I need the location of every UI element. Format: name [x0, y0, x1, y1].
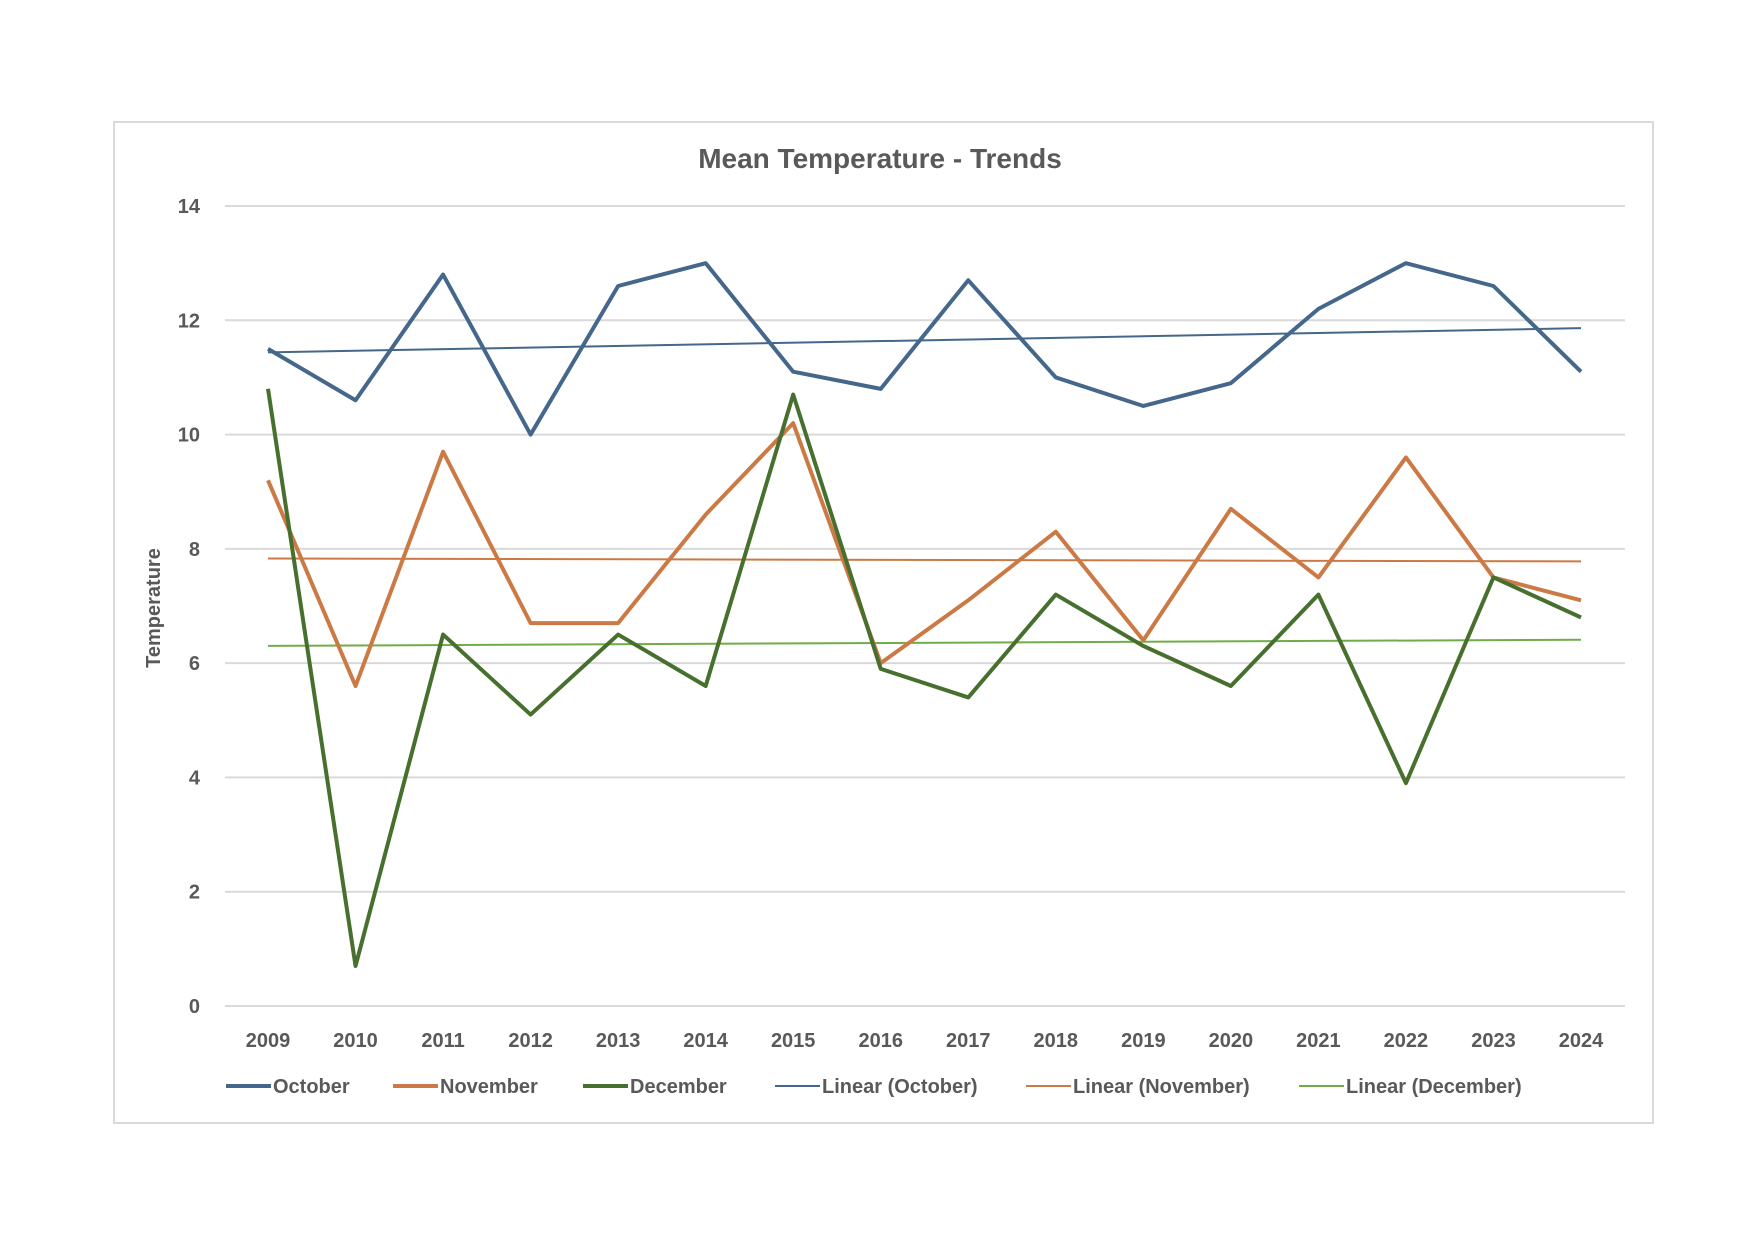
- x-tick-label: 2009: [246, 1030, 291, 1052]
- trendline-linear-october: [267, 327, 1582, 354]
- y-tick-label: 6: [189, 653, 200, 675]
- y-tick-label: 0: [189, 996, 200, 1018]
- series-line-october: [266, 261, 1583, 437]
- trendline-linear-november: [267, 557, 1582, 563]
- x-tick-label: 2017: [946, 1030, 991, 1052]
- legend-label: Linear (November): [1073, 1076, 1250, 1098]
- x-tick-label: 2010: [333, 1030, 378, 1052]
- series-line-december: [266, 388, 1582, 968]
- y-tick-label: 12: [178, 310, 200, 332]
- y-tick-label: 14: [178, 196, 201, 218]
- x-tick-label: 2015: [771, 1030, 816, 1052]
- x-tick-label: 2020: [1209, 1030, 1254, 1052]
- x-tick-label: 2022: [1384, 1030, 1429, 1052]
- plot-area: [266, 261, 1583, 968]
- legend-label: December: [630, 1076, 727, 1098]
- trendline-linear-december: [267, 638, 1582, 647]
- gridlines: [225, 205, 1625, 1007]
- x-tick-label: 2021: [1296, 1030, 1341, 1052]
- x-axis: 2009 2010 2011 2012 2013 2014 2015 2016 2017 2018…: [246, 1030, 1604, 1052]
- y-axis-title: Temperature: [143, 548, 165, 668]
- x-tick-label: 2012: [508, 1030, 553, 1052]
- x-tick-label: 2024: [1559, 1030, 1604, 1052]
- y-tick-label: 8: [189, 539, 200, 561]
- x-tick-label: 2016: [858, 1030, 903, 1052]
- x-tick-label: 2018: [1034, 1030, 1079, 1052]
- legend-label: Linear (December): [1346, 1076, 1522, 1098]
- legend-label: November: [440, 1076, 538, 1098]
- legend: October November December Linear (October) L…: [226, 1076, 1522, 1098]
- y-axis: 0 2 4 6 8 10 12 14: [178, 196, 201, 1018]
- y-tick-label: 10: [178, 425, 200, 447]
- legend-label: October: [273, 1076, 350, 1098]
- series-line-november: [266, 421, 1582, 688]
- chart-title: Mean Temperature - Trends: [698, 143, 1062, 174]
- y-tick-label: 2: [189, 882, 200, 904]
- legend-label: Linear (October): [822, 1076, 978, 1098]
- chart-frame: [113, 121, 1654, 1124]
- x-tick-label: 2011: [421, 1030, 464, 1052]
- x-tick-label: 2019: [1121, 1030, 1166, 1052]
- x-tick-label: 2023: [1471, 1030, 1516, 1052]
- x-tick-label: 2013: [596, 1030, 641, 1052]
- y-tick-label: 4: [189, 767, 201, 789]
- x-tick-label: 2014: [683, 1030, 728, 1052]
